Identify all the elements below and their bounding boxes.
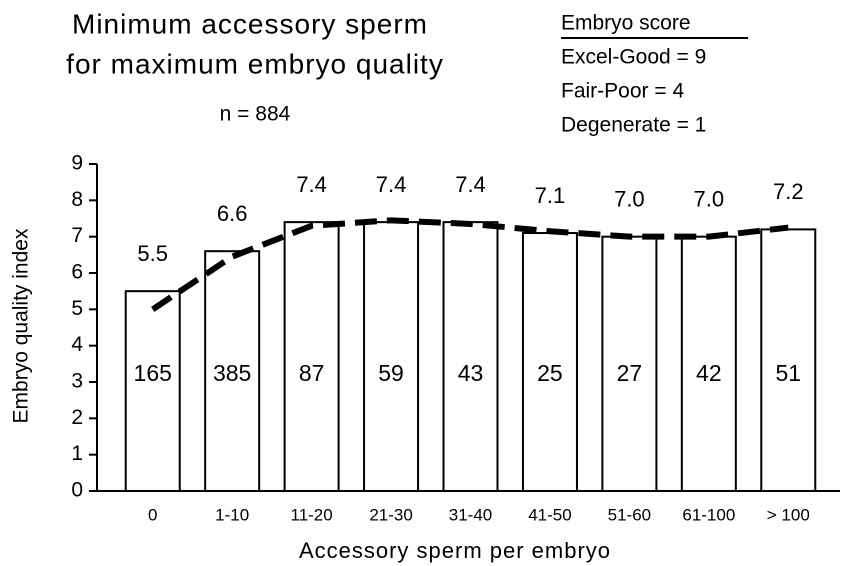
chart-subtitle: n = 884 <box>220 103 291 126</box>
legend-note: Fair-Poor = 4 <box>561 80 684 103</box>
value-label: 7.4 <box>296 172 327 197</box>
legend-note: Degenerate = 1 <box>561 114 706 137</box>
bar <box>521 232 578 493</box>
value-label: 5.5 <box>137 241 168 266</box>
y-tick-label: 3 <box>71 370 83 393</box>
legend-title: Embryo score <box>561 12 691 35</box>
y-axis-label: Embryo quality index <box>10 228 33 423</box>
y-tick-label: 1 <box>71 442 83 465</box>
x-tick-label: 51-60 <box>608 505 651 524</box>
value-label: 7.2 <box>773 179 804 204</box>
value-label: 7.4 <box>376 172 407 197</box>
y-tick-label: 0 <box>71 479 83 502</box>
count-label: 165 <box>134 360 172 386</box>
bar <box>204 250 261 492</box>
value-label: 6.6 <box>217 201 248 226</box>
value-label: 7.0 <box>614 186 645 211</box>
y-tick-label: 8 <box>71 188 83 211</box>
bar <box>283 221 340 492</box>
value-label: 7.0 <box>694 186 725 211</box>
legend-note: Excel-Good = 9 <box>561 46 706 69</box>
x-axis-label: Accessory sperm per embryo <box>299 538 611 563</box>
chart-title: for maximum embryo quality <box>66 48 444 79</box>
x-tick-label: 31-40 <box>449 505 492 524</box>
count-label: 25 <box>537 360 563 386</box>
count-label: 27 <box>617 360 643 386</box>
value-label: 7.1 <box>535 183 566 208</box>
chart-title: Minimum accessory sperm <box>72 8 428 39</box>
y-tick-label: 7 <box>71 224 83 247</box>
x-tick-label: 0 <box>148 505 157 524</box>
bar <box>680 235 737 492</box>
x-tick-label: 61-100 <box>682 505 735 524</box>
count-label: 42 <box>696 360 722 386</box>
value-label: 7.4 <box>455 172 486 197</box>
x-tick-label: 1-10 <box>215 505 249 524</box>
x-tick-label: 21-30 <box>369 505 412 524</box>
bar <box>363 221 420 492</box>
bar <box>601 235 658 492</box>
trend-line <box>151 217 789 312</box>
count-label: 51 <box>775 360 801 386</box>
bar <box>760 228 817 492</box>
y-tick-label: 2 <box>71 406 83 429</box>
bar <box>442 221 499 492</box>
count-label: 385 <box>213 360 251 386</box>
count-label: 59 <box>378 360 404 386</box>
y-tick-label: 4 <box>71 333 83 356</box>
y-tick-label: 9 <box>71 152 83 175</box>
bar <box>124 290 181 492</box>
x-tick-label: > 100 <box>767 505 810 524</box>
x-tick-label: 41-50 <box>528 505 571 524</box>
count-label: 43 <box>458 360 484 386</box>
x-tick-label: 11-20 <box>291 505 333 524</box>
count-label: 87 <box>299 360 325 386</box>
y-tick-label: 5 <box>71 297 83 320</box>
y-tick-label: 6 <box>71 261 83 284</box>
